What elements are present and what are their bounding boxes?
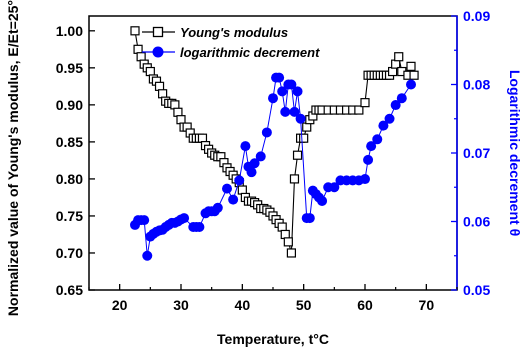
y-left-tick-label-7: 1.00: [56, 23, 83, 39]
legend-marker-modulus: [152, 26, 164, 38]
modulus-point: [158, 89, 168, 99]
decrement-point: [289, 106, 300, 117]
y-left-tick-label-6: 0.95: [56, 60, 83, 76]
decrement-point: [261, 127, 272, 138]
legend: Young's modulus logarithmic decrement: [142, 25, 320, 60]
y-right-tick-label-1: 0.06: [463, 214, 490, 230]
decrement-point: [222, 183, 232, 194]
y-right-tick-label-2: 0.07: [463, 145, 490, 161]
y-left-tick-label-1: 0.70: [56, 245, 83, 261]
decrement-point: [274, 72, 285, 83]
modulus-point: [394, 52, 404, 62]
y-right-tick-label-4: 0.09: [463, 8, 490, 24]
modulus-point: [197, 133, 208, 143]
y-right-tick-label-0: 0.05: [463, 282, 490, 298]
x-tick-label-2: 40: [235, 297, 251, 313]
modulus-point: [136, 52, 146, 62]
modulus-point: [283, 237, 293, 247]
decrement-point: [194, 221, 205, 232]
modulus-point: [302, 122, 312, 132]
y-left-tick-label-3: 0.80: [56, 171, 83, 187]
modulus-point: [130, 26, 140, 36]
legend-marker-decrement: [152, 46, 164, 58]
decrement-point: [317, 195, 328, 206]
decrement-point: [246, 167, 257, 178]
decrement-point: [390, 100, 401, 111]
modulus-point: [280, 229, 290, 240]
decrement-point: [396, 93, 407, 104]
decrement-point: [360, 174, 370, 185]
x-tick-label-0: 20: [112, 297, 128, 313]
decrement-point: [292, 86, 303, 97]
modulus-point: [154, 81, 165, 91]
x-axis-label: Temperature, t°C: [217, 331, 329, 347]
y-right-tick-label-3: 0.08: [463, 77, 490, 93]
modulus-point: [391, 59, 401, 69]
series-youngs-modulus: [130, 26, 419, 258]
modulus-point: [292, 150, 303, 160]
modulus-point: [277, 222, 287, 232]
y-left-tick-label-2: 0.75: [56, 208, 83, 224]
decrement-point: [179, 213, 190, 224]
decrement-point: [366, 141, 377, 152]
decrement-point: [255, 151, 266, 162]
modulus-point: [360, 98, 370, 108]
x-tick-label-5: 70: [419, 297, 435, 313]
decrement-point: [304, 213, 315, 224]
modulus-point: [299, 133, 309, 143]
decrement-point: [268, 93, 278, 104]
modulus-point: [176, 115, 186, 125]
decrement-point: [228, 194, 239, 205]
modulus-point: [406, 61, 416, 71]
decrement-point: [363, 154, 374, 165]
y-left-tick-label-0: 0.65: [56, 282, 83, 298]
modulus-point: [237, 185, 247, 195]
decrement-point: [384, 113, 395, 124]
decrement-point: [139, 215, 150, 226]
y-left-tick-label-5: 0.90: [56, 97, 83, 113]
y-left-tick-label-4: 0.85: [56, 134, 83, 150]
modulus-point: [133, 44, 143, 54]
modulus-point: [354, 105, 364, 115]
modulus-point: [145, 66, 155, 77]
decrement-point: [372, 134, 383, 145]
modulus-point: [170, 100, 180, 110]
modulus-point: [409, 70, 419, 80]
decrement-point: [295, 113, 306, 124]
decrement-point: [378, 120, 389, 131]
modulus-point: [286, 248, 296, 258]
decrement-point: [286, 79, 297, 90]
decrement-point: [277, 86, 288, 97]
legend-label-modulus: Young's modulus: [180, 25, 288, 40]
decrement-point: [249, 158, 260, 169]
decrement-point: [240, 141, 251, 152]
modulus-point: [289, 174, 300, 184]
series-logarithmic-decrement: [130, 72, 416, 261]
decrement-point: [406, 79, 416, 90]
modulus-point: [173, 107, 183, 117]
y-axis-label-right: Logarithmic decrement θ: [507, 70, 523, 236]
decrement-point: [234, 175, 245, 186]
legend-label-decrement: logarithmic decrement: [180, 45, 320, 60]
x-tick-label-1: 30: [173, 297, 189, 313]
x-tick-label-3: 50: [296, 297, 312, 313]
decrement-point: [142, 250, 153, 261]
decrement-point: [280, 106, 291, 117]
tick-layer: 20 30 40 50 60 70 0.65 0.70 0.75 0.80 0.85 0.90 0.95…: [56, 8, 491, 313]
decrement-point: [212, 202, 223, 213]
modulus-point: [388, 66, 398, 77]
x-tick-label-4: 60: [357, 297, 373, 313]
y-axis-label-left: Normalized value of Young's modulus, E/E…: [5, 0, 21, 316]
decrement-point: [329, 182, 340, 193]
